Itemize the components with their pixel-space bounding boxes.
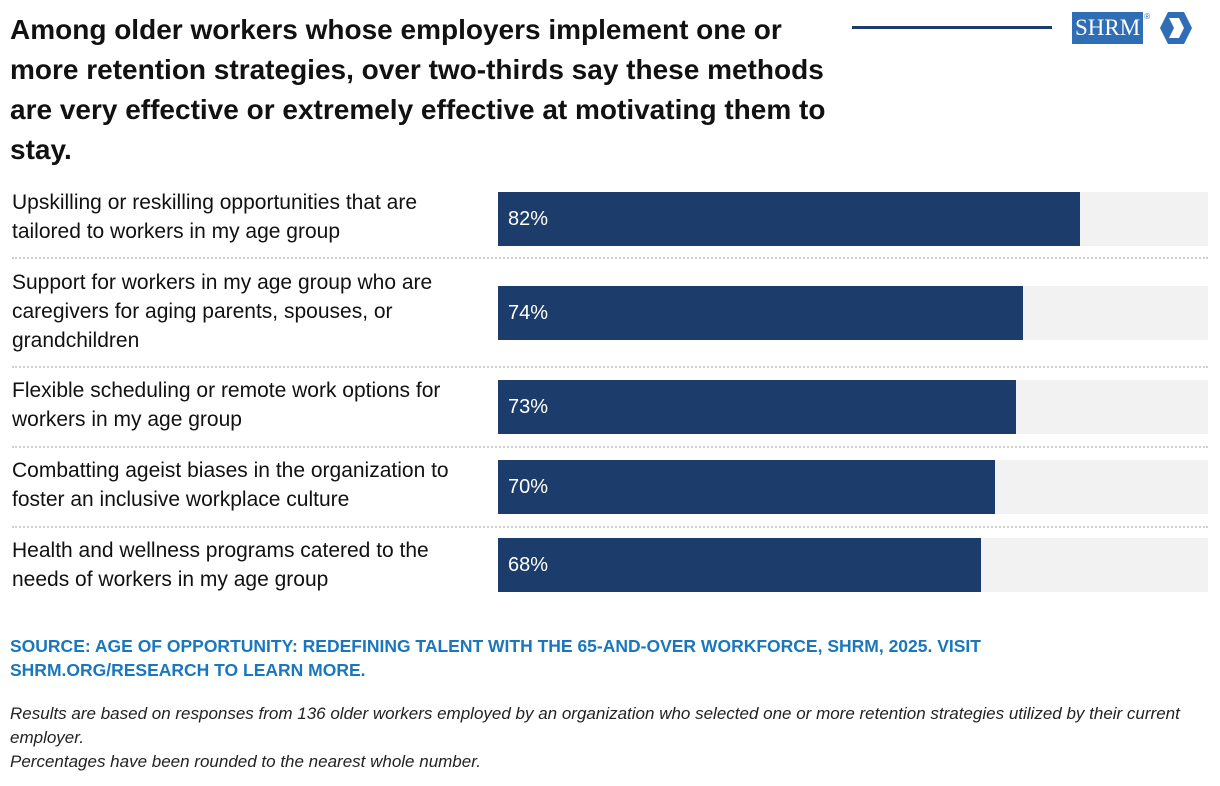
- logo-registered-mark: ®: [1144, 12, 1151, 21]
- bar-value-label: 74%: [508, 302, 549, 324]
- bar-value-label: 70%: [508, 476, 549, 498]
- footnote: Results are based on responses from 136 …: [10, 704, 1180, 747]
- bar: [498, 538, 981, 592]
- row-separator: [12, 366, 1208, 368]
- bar-value-label: 82%: [508, 208, 549, 230]
- bar-track: 70%: [498, 460, 1208, 514]
- bar-category-label: Support for workers in my age group who …: [12, 271, 433, 352]
- bar: [498, 380, 1017, 434]
- shrm-chevron-icon: [1160, 12, 1193, 44]
- bar: [498, 460, 995, 514]
- header-rule: [852, 26, 1052, 29]
- shrm-logo: SHRM ®: [1072, 12, 1193, 44]
- bar-value-label: 68%: [508, 554, 549, 576]
- bar-value-label: 73%: [508, 396, 549, 418]
- bar-category-label: Health and wellness programs catered to …: [12, 539, 429, 591]
- bar-category-label: Upskilling or reskilling opportunities t…: [12, 191, 418, 243]
- bar-track: 82%: [498, 192, 1208, 246]
- logo-wordmark: SHRM: [1072, 12, 1144, 44]
- bar-category-label: Flexible scheduling or remote work optio…: [12, 379, 441, 431]
- row-separator: [12, 446, 1208, 448]
- bar-track: 68%: [498, 538, 1208, 592]
- bar-track: 73%: [498, 380, 1208, 434]
- footnote: Percentages have been rounded to the nea…: [10, 752, 481, 771]
- bar-track: 74%: [498, 286, 1208, 340]
- bar-category-label: Combatting ageist biases in the organiza…: [12, 459, 449, 511]
- bar: [498, 286, 1024, 340]
- source-note: SOURCE: AGE OF OPPORTUNITY: REDEFINING T…: [10, 636, 981, 680]
- row-separator: [12, 257, 1208, 259]
- footnotes: Results are based on responses from 136 …: [10, 702, 1200, 774]
- bar: [498, 192, 1081, 246]
- row-separator: [12, 526, 1208, 528]
- chart-title: Among older workers whose employers impl…: [10, 14, 826, 165]
